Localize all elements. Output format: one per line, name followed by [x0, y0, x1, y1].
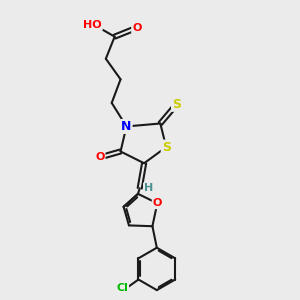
- Text: O: O: [132, 23, 141, 33]
- Text: Cl: Cl: [116, 283, 128, 293]
- Text: H: H: [144, 183, 153, 193]
- Text: O: O: [95, 152, 105, 162]
- Text: S: S: [162, 141, 171, 154]
- Text: O: O: [153, 198, 162, 208]
- Text: HO: HO: [83, 20, 102, 30]
- Text: N: N: [121, 120, 132, 133]
- Text: S: S: [172, 98, 181, 111]
